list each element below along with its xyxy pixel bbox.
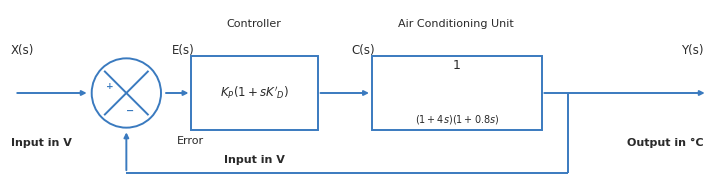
Text: Input in V: Input in V <box>224 155 284 165</box>
FancyBboxPatch shape <box>191 56 318 130</box>
Text: C(s): C(s) <box>352 44 375 57</box>
Text: $K_P(1+sK'_D)$: $K_P(1+sK'_D)$ <box>219 85 289 101</box>
Text: −: − <box>126 106 134 116</box>
Text: Air Conditioning Unit: Air Conditioning Unit <box>399 19 514 29</box>
Text: $(1 + 4s)(1 + 0.8s)$: $(1 + 4s)(1 + 0.8s)$ <box>414 113 499 126</box>
Text: Y(s): Y(s) <box>682 44 704 57</box>
Text: Input in V: Input in V <box>11 138 71 148</box>
Text: +: + <box>106 82 113 91</box>
Text: Error: Error <box>177 136 204 146</box>
Text: X(s): X(s) <box>11 44 34 57</box>
FancyBboxPatch shape <box>372 56 542 130</box>
Text: Controller: Controller <box>227 19 282 29</box>
Text: E(s): E(s) <box>172 44 195 57</box>
Text: Output in °C: Output in °C <box>627 138 704 148</box>
Text: 1: 1 <box>453 59 461 72</box>
